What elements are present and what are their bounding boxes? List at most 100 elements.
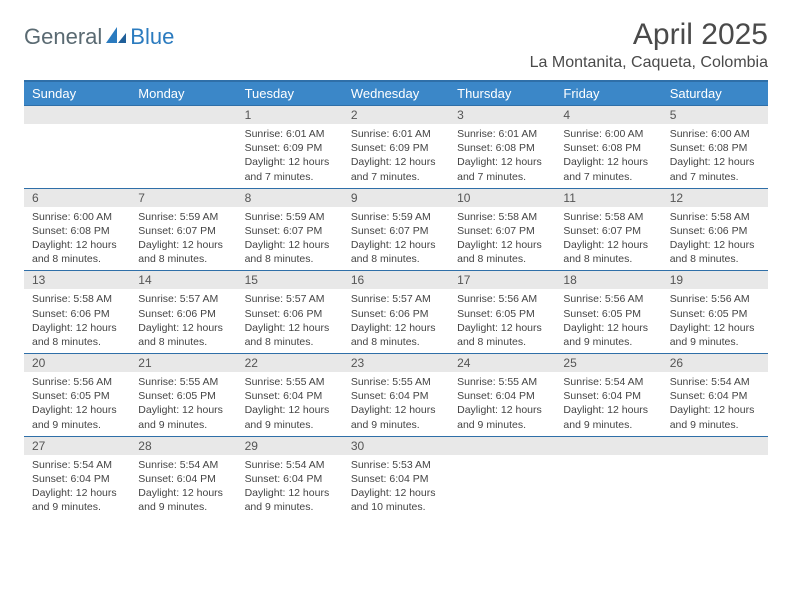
day-detail-line: Daylight: 12 hours [138, 238, 228, 252]
day-detail-line: Sunrise: 5:57 AM [245, 292, 335, 306]
day-detail-line: Daylight: 12 hours [457, 321, 547, 335]
day-details: Sunrise: 6:00 AMSunset: 6:08 PMDaylight:… [662, 124, 768, 188]
day-detail-line: Sunrise: 6:00 AM [670, 127, 760, 141]
location-label: La Montanita, Caqueta, Colombia [530, 54, 768, 72]
day-details: Sunrise: 5:57 AMSunset: 6:06 PMDaylight:… [343, 289, 449, 353]
day-detail-line: Daylight: 12 hours [670, 321, 760, 335]
day-number: 17 [449, 270, 555, 289]
day-number: 16 [343, 270, 449, 289]
day-detail-line: Sunrise: 5:58 AM [32, 292, 122, 306]
day-detail-line: Sunset: 6:04 PM [32, 472, 122, 486]
day-detail-line: Daylight: 12 hours [670, 403, 760, 417]
day-detail-line: and 9 minutes. [670, 335, 760, 349]
title-block: April 2025 La Montanita, Caqueta, Colomb… [530, 18, 768, 72]
day-detail-line: Sunset: 6:06 PM [32, 307, 122, 321]
day-number: 9 [343, 188, 449, 207]
day-detail-line: and 8 minutes. [245, 335, 335, 349]
day-detail-line: Sunset: 6:06 PM [245, 307, 335, 321]
calendar-day-cell [662, 436, 768, 519]
calendar-day-cell: 27Sunrise: 5:54 AMSunset: 6:04 PMDayligh… [24, 436, 130, 519]
calendar-day-cell: 17Sunrise: 5:56 AMSunset: 6:05 PMDayligh… [449, 270, 555, 353]
day-detail-line: Daylight: 12 hours [351, 238, 441, 252]
day-detail-line: Sunrise: 5:57 AM [138, 292, 228, 306]
day-detail-line: Daylight: 12 hours [245, 486, 335, 500]
day-detail-line: Sunrise: 5:54 AM [138, 458, 228, 472]
calendar-day-cell: 16Sunrise: 5:57 AMSunset: 6:06 PMDayligh… [343, 270, 449, 353]
day-details: Sunrise: 5:58 AMSunset: 6:07 PMDaylight:… [449, 207, 555, 271]
day-detail-line: and 8 minutes. [457, 335, 547, 349]
calendar-day-cell [130, 105, 236, 188]
calendar-day-cell: 29Sunrise: 5:54 AMSunset: 6:04 PMDayligh… [237, 436, 343, 519]
day-detail-line: and 8 minutes. [670, 252, 760, 266]
day-details: Sunrise: 5:54 AMSunset: 6:04 PMDaylight:… [555, 372, 661, 436]
day-detail-line: Daylight: 12 hours [245, 238, 335, 252]
calendar-day-cell: 9Sunrise: 5:59 AMSunset: 6:07 PMDaylight… [343, 188, 449, 271]
day-number: 14 [130, 270, 236, 289]
day-details: Sunrise: 6:01 AMSunset: 6:09 PMDaylight:… [237, 124, 343, 188]
day-detail-line: and 9 minutes. [563, 418, 653, 432]
day-detail-line: Daylight: 12 hours [245, 155, 335, 169]
day-details: Sunrise: 5:59 AMSunset: 6:07 PMDaylight:… [130, 207, 236, 271]
day-number: 23 [343, 353, 449, 372]
day-detail-line: Sunset: 6:09 PM [351, 141, 441, 155]
day-details: Sunrise: 6:01 AMSunset: 6:08 PMDaylight:… [449, 124, 555, 188]
day-detail-line: Daylight: 12 hours [138, 321, 228, 335]
day-detail-line: Sunset: 6:09 PM [245, 141, 335, 155]
day-detail-line: Sunrise: 5:59 AM [138, 210, 228, 224]
day-details [130, 124, 236, 131]
calendar-day-cell: 13Sunrise: 5:58 AMSunset: 6:06 PMDayligh… [24, 270, 130, 353]
day-detail-line: Sunset: 6:06 PM [351, 307, 441, 321]
day-detail-line: Daylight: 12 hours [32, 486, 122, 500]
day-detail-line: Daylight: 12 hours [670, 155, 760, 169]
day-detail-line: Sunset: 6:08 PM [563, 141, 653, 155]
day-details: Sunrise: 5:56 AMSunset: 6:05 PMDaylight:… [449, 289, 555, 353]
day-detail-line: and 8 minutes. [245, 252, 335, 266]
day-number: 1 [237, 105, 343, 124]
calendar-page: General Blue April 2025 La Montanita, Ca… [0, 0, 792, 536]
day-detail-line: Sunrise: 5:58 AM [670, 210, 760, 224]
calendar-day-cell [555, 436, 661, 519]
day-detail-line: and 9 minutes. [245, 500, 335, 514]
calendar-day-cell: 19Sunrise: 5:56 AMSunset: 6:05 PMDayligh… [662, 270, 768, 353]
day-detail-line: Sunset: 6:04 PM [563, 389, 653, 403]
day-detail-line: Sunset: 6:06 PM [138, 307, 228, 321]
day-details: Sunrise: 5:59 AMSunset: 6:07 PMDaylight:… [343, 207, 449, 271]
day-number: 11 [555, 188, 661, 207]
day-detail-line: Sunset: 6:04 PM [351, 472, 441, 486]
weekday-header: Monday [130, 81, 236, 105]
calendar-week-row: 20Sunrise: 5:56 AMSunset: 6:05 PMDayligh… [24, 353, 768, 436]
day-number: 18 [555, 270, 661, 289]
day-number: 26 [662, 353, 768, 372]
calendar-day-cell: 26Sunrise: 5:54 AMSunset: 6:04 PMDayligh… [662, 353, 768, 436]
day-detail-line: Sunrise: 5:54 AM [670, 375, 760, 389]
day-details: Sunrise: 5:53 AMSunset: 6:04 PMDaylight:… [343, 455, 449, 519]
day-number: 7 [130, 188, 236, 207]
day-detail-line: Sunrise: 5:55 AM [138, 375, 228, 389]
day-detail-line: and 8 minutes. [351, 335, 441, 349]
day-detail-line: Sunrise: 5:55 AM [457, 375, 547, 389]
calendar-day-cell: 22Sunrise: 5:55 AMSunset: 6:04 PMDayligh… [237, 353, 343, 436]
day-detail-line: and 7 minutes. [457, 170, 547, 184]
calendar-day-cell: 20Sunrise: 5:56 AMSunset: 6:05 PMDayligh… [24, 353, 130, 436]
day-number [24, 105, 130, 124]
day-detail-line: Sunrise: 5:56 AM [32, 375, 122, 389]
day-detail-line: Sunset: 6:04 PM [351, 389, 441, 403]
day-details: Sunrise: 5:55 AMSunset: 6:05 PMDaylight:… [130, 372, 236, 436]
day-detail-line: Sunset: 6:07 PM [245, 224, 335, 238]
calendar-week-row: 1Sunrise: 6:01 AMSunset: 6:09 PMDaylight… [24, 105, 768, 188]
day-details [24, 124, 130, 131]
day-detail-line: Sunrise: 5:56 AM [670, 292, 760, 306]
day-detail-line: Daylight: 12 hours [457, 403, 547, 417]
day-detail-line: and 9 minutes. [138, 418, 228, 432]
day-detail-line: and 9 minutes. [670, 418, 760, 432]
day-detail-line: Sunset: 6:07 PM [563, 224, 653, 238]
day-detail-line: Sunrise: 5:59 AM [245, 210, 335, 224]
calendar-day-cell: 7Sunrise: 5:59 AMSunset: 6:07 PMDaylight… [130, 188, 236, 271]
calendar-day-cell: 2Sunrise: 6:01 AMSunset: 6:09 PMDaylight… [343, 105, 449, 188]
day-detail-line: and 9 minutes. [351, 418, 441, 432]
day-detail-line: Daylight: 12 hours [351, 486, 441, 500]
day-detail-line: Sunrise: 5:58 AM [457, 210, 547, 224]
day-number: 21 [130, 353, 236, 372]
day-number: 28 [130, 436, 236, 455]
day-detail-line: Sunset: 6:08 PM [32, 224, 122, 238]
